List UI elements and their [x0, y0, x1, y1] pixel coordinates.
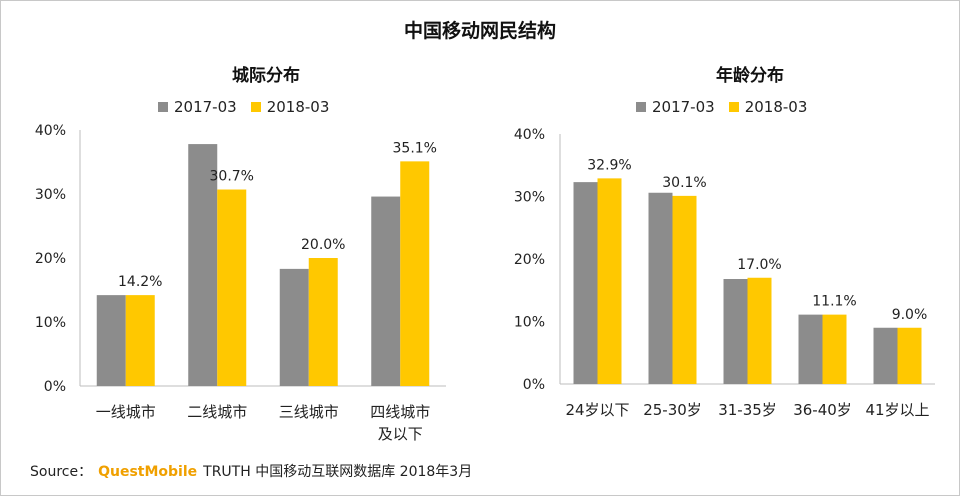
data-label: 20.0%: [301, 237, 345, 253]
y-tick-label: 10%: [35, 315, 66, 331]
x-tick-label: 四线城市: [370, 403, 430, 421]
data-label: 9.0%: [892, 307, 928, 323]
y-tick-label: 20%: [35, 251, 66, 267]
legend-age: 2017-03 2018-03: [636, 98, 821, 116]
bar-2018-03: [308, 258, 338, 386]
source-brand: QuestMobile: [98, 464, 198, 480]
data-label: 35.1%: [393, 140, 437, 156]
bar-2018-03: [747, 277, 772, 384]
x-tick-label: 41岁以上: [865, 401, 929, 419]
chart-title-city: 城际分布: [232, 66, 300, 86]
legend-swatch-2018: [250, 102, 261, 112]
legend-item-2017: 2017-03: [158, 98, 237, 116]
x-tick-label: 及以下: [378, 425, 423, 443]
x-tick-label: 25-30岁: [643, 401, 702, 419]
y-tick-label: 40%: [514, 127, 545, 143]
source-note: Source： QuestMobile TRUTH 中国移动互联网数据库 2018年…: [30, 461, 472, 481]
legend-label-2018: 2018-03: [266, 98, 330, 116]
bar-2018-03: [125, 295, 155, 386]
y-tick-label: 30%: [514, 190, 545, 206]
source-text: TRUTH 中国移动互联网数据库 2018年3月: [203, 464, 473, 480]
y-tick-label: 30%: [35, 187, 66, 203]
legend-label-2018: 2018-03: [744, 98, 808, 116]
chart-title-age: 年龄分布: [716, 66, 784, 86]
bar-2018-03: [597, 178, 622, 384]
legend-swatch-2018: [728, 102, 739, 112]
data-label: 30.7%: [210, 169, 254, 185]
bar-2017-03: [279, 268, 309, 386]
x-tick-label: 31-35岁: [718, 401, 777, 419]
bar-2017-03: [371, 196, 401, 386]
legend-label-2017: 2017-03: [174, 98, 237, 116]
bar-2017-03: [648, 192, 673, 384]
bar-2017-03: [188, 144, 218, 386]
legend-swatch-2017: [636, 102, 646, 112]
y-tick-label: 0%: [44, 379, 66, 395]
legend-label-2017: 2017-03: [652, 98, 715, 116]
data-label: 17.0%: [737, 257, 781, 273]
x-tick-label: 36-40岁: [793, 401, 852, 419]
bar-2018-03: [217, 189, 247, 386]
legend-item-2017: 2017-03: [636, 98, 715, 116]
bar-2017-03: [873, 327, 898, 384]
source-label: Source：: [30, 464, 93, 480]
legend-city: 2017-03 2018-03: [158, 98, 343, 116]
bar-2018-03: [897, 327, 922, 384]
data-label: 30.1%: [662, 175, 706, 191]
x-tick-label: 三线城市: [279, 403, 339, 421]
y-tick-label: 20%: [514, 252, 545, 268]
legend-item-2018: 2018-03: [728, 98, 808, 116]
data-label: 14.2%: [118, 274, 162, 290]
y-tick-label: 0%: [523, 377, 545, 393]
legend-swatch-2017: [158, 102, 168, 112]
y-tick-label: 40%: [35, 123, 66, 139]
legend-item-2018: 2018-03: [250, 98, 330, 116]
bar-2017-03: [723, 279, 748, 384]
bar-2018-03: [822, 314, 847, 384]
bar-2018-03: [672, 195, 697, 384]
x-tick-label: 一线城市: [96, 403, 156, 421]
y-tick-label: 10%: [514, 315, 545, 331]
data-label: 32.9%: [587, 157, 631, 173]
bar-2017-03: [798, 314, 823, 384]
bar-2018-03: [400, 161, 430, 386]
main-title: 中国移动网民结构: [403, 20, 556, 42]
data-label: 11.1%: [812, 294, 856, 310]
x-tick-label: 24岁以下: [565, 401, 629, 419]
bar-2017-03: [573, 182, 598, 384]
x-tick-label: 二线城市: [187, 403, 247, 421]
bar-2017-03: [96, 295, 126, 386]
